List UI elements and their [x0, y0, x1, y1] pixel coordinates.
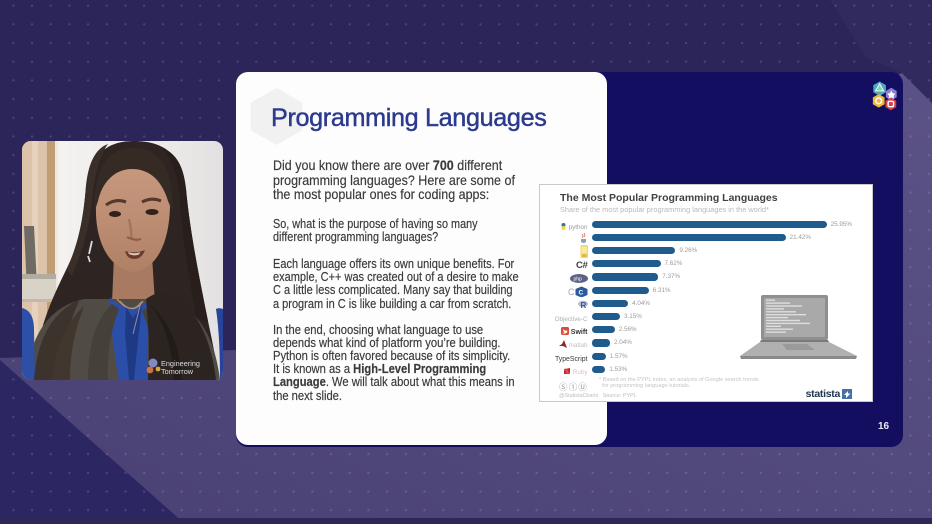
svg-text:Engineering: Engineering — [161, 359, 200, 368]
svg-text:Tomorrow: Tomorrow — [161, 367, 194, 376]
svg-text:R: R — [580, 301, 586, 309]
svg-text:C: C — [568, 287, 575, 297]
svg-text:php: php — [573, 276, 582, 282]
svg-text:C: C — [578, 289, 583, 296]
